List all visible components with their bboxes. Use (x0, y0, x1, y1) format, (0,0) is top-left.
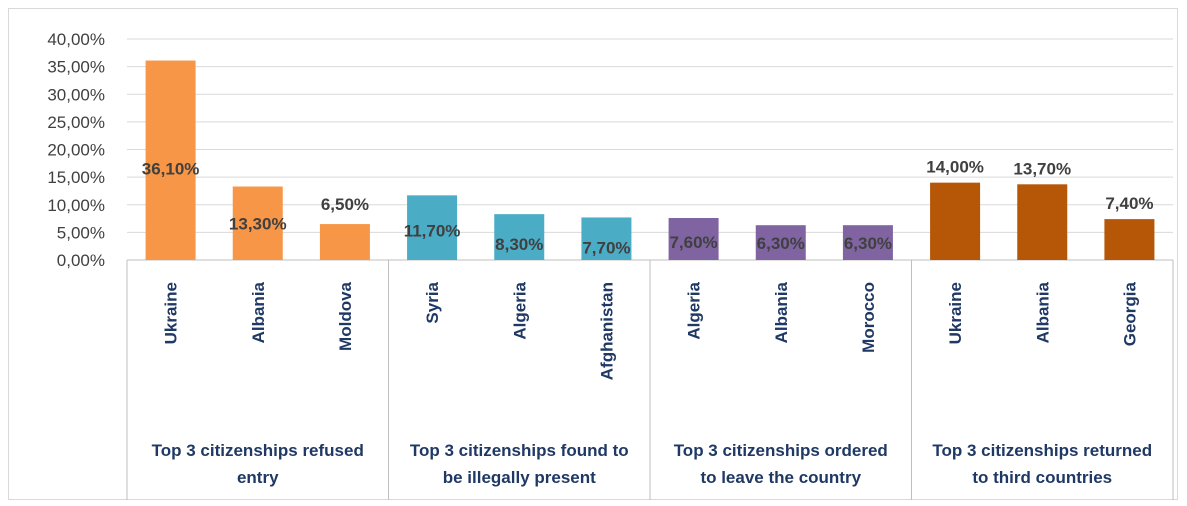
data-label: 11,70% (404, 221, 461, 240)
data-label: 7,70% (582, 238, 630, 257)
data-label: 36,10% (142, 159, 200, 178)
data-label: 13,30% (229, 215, 287, 234)
y-tick-label: 20,00% (47, 141, 105, 160)
data-label: 6,50% (321, 195, 369, 214)
category-label: Algeria (685, 281, 704, 339)
category-label: Georgia (1120, 281, 1139, 346)
bar (1017, 184, 1068, 260)
group-label: Top 3 citizenships refused (152, 441, 364, 460)
bar (232, 186, 283, 260)
bar (494, 214, 545, 260)
bar (407, 195, 458, 260)
category-label: Albania (1033, 281, 1052, 343)
data-label: 13,70% (1013, 159, 1071, 178)
chart-frame (8, 8, 1178, 500)
category-label: Albania (772, 281, 791, 343)
data-label: 6,30% (844, 234, 892, 253)
data-label: 8,30% (495, 235, 543, 254)
group-label: to leave the country (700, 468, 861, 487)
data-label: 7,40% (1105, 194, 1153, 213)
y-tick-label: 10,00% (47, 196, 105, 215)
category-label: Ukraine (946, 282, 965, 344)
category-label: Albania (249, 281, 268, 343)
bar (842, 225, 893, 260)
data-label: 7,60% (669, 233, 717, 252)
data-label: 14,00% (926, 158, 984, 177)
category-label: Syria (423, 281, 442, 323)
group-label: be illegally present (443, 468, 596, 487)
bar (755, 225, 806, 260)
bar (668, 218, 719, 260)
bar (581, 217, 632, 260)
y-tick-label: 30,00% (47, 85, 105, 104)
category-label: Moldova (336, 281, 355, 350)
category-label: Ukraine (162, 282, 181, 344)
y-tick-label: 0,00% (57, 251, 105, 270)
group-label: to third countries (972, 468, 1112, 487)
group-label: Top 3 citizenships returned (932, 441, 1152, 460)
bar (145, 60, 196, 260)
group-label: Top 3 citizenships ordered (674, 441, 888, 460)
category-label: Afghanistan (597, 282, 616, 380)
y-tick-label: 25,00% (47, 113, 105, 132)
data-label: 6,30% (757, 234, 805, 253)
y-tick-label: 35,00% (47, 58, 105, 77)
group-label: entry (237, 468, 279, 487)
bar (319, 224, 370, 260)
bar (1104, 219, 1155, 260)
category-label: Algeria (510, 281, 529, 339)
bar (930, 182, 981, 260)
y-tick-label: 40,00% (47, 30, 105, 49)
group-label: Top 3 citizenships found to (410, 441, 629, 460)
y-tick-label: 5,00% (57, 223, 105, 242)
category-label: Morocco (859, 282, 878, 353)
y-tick-label: 15,00% (47, 168, 105, 187)
